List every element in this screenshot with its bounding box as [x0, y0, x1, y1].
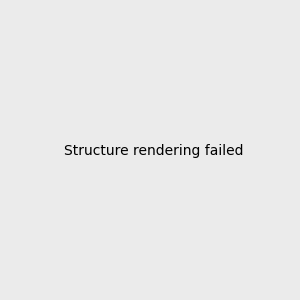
Text: Structure rendering failed: Structure rendering failed — [64, 145, 244, 158]
